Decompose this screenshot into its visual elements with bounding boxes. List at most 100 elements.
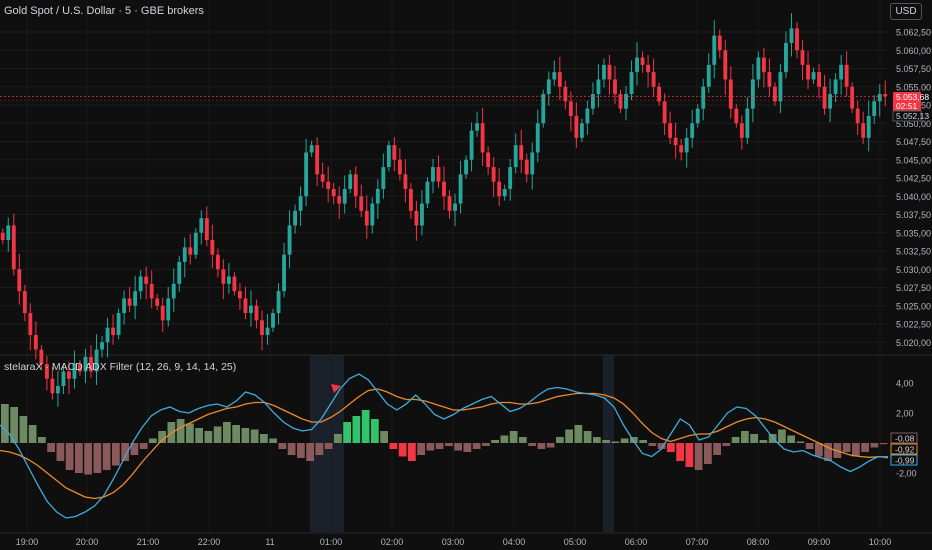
- candle-body: [353, 174, 358, 197]
- candle-body: [618, 94, 623, 109]
- time-axis-tick-label: 05:00: [564, 537, 587, 547]
- candle-body: [100, 342, 104, 350]
- macd-histogram-bar: [852, 443, 860, 457]
- candle-body: [127, 298, 132, 306]
- macd-histogram-bar: [417, 443, 425, 455]
- macd-histogram-bar: [241, 428, 250, 443]
- candle-body: [72, 364, 77, 379]
- countdown-label: 02:51: [896, 101, 918, 111]
- macd-histogram-bar: [722, 443, 731, 446]
- candle-body: [613, 79, 617, 95]
- candle-body: [530, 152, 535, 175]
- candle-body: [386, 145, 391, 168]
- macd-histogram-bar: [47, 443, 55, 452]
- candle-body: [249, 305, 253, 314]
- candle-body: [397, 159, 402, 175]
- time-axis-tick-label: 22:00: [198, 537, 221, 547]
- candle-body: [590, 94, 595, 109]
- candle-body: [144, 276, 149, 284]
- macd-histogram-bar: [491, 440, 499, 443]
- macd-histogram-bar: [463, 443, 472, 452]
- price-axis-tick-label: 5.020,00: [896, 338, 931, 348]
- candle-body: [359, 196, 364, 211]
- last-price-label: 5.053,68: [896, 92, 929, 102]
- candle-body: [861, 123, 866, 138]
- macd-histogram-bar: [250, 429, 259, 443]
- candle-body: [50, 378, 55, 394]
- candle-body: [635, 57, 639, 73]
- candle-body: [866, 115, 871, 138]
- candle-body: [364, 210, 369, 226]
- candle-body: [773, 86, 777, 102]
- price-axis-tick-label: 5.022,50: [896, 320, 931, 330]
- candle-body: [767, 72, 772, 87]
- macd-histogram-bar: [260, 434, 268, 443]
- price-axis-tick-label: 5.025,00: [896, 301, 931, 311]
- macd-histogram-bar: [306, 443, 314, 461]
- macd-histogram-bar: [639, 440, 647, 443]
- candle-body: [271, 313, 275, 328]
- candle-body: [243, 298, 248, 314]
- macd-histogram-bar: [149, 438, 157, 443]
- candle-body: [177, 261, 182, 284]
- macd-histogram-bar: [667, 443, 675, 452]
- candle-body: [166, 298, 171, 321]
- macd-histogram-bar: [842, 443, 851, 452]
- macd-histogram-bar: [10, 407, 18, 443]
- candle-body: [431, 167, 435, 182]
- macd-histogram-bar: [704, 443, 712, 464]
- indicator-axis-tick-label: 2,00: [896, 409, 914, 419]
- macd-histogram-bar: [565, 429, 573, 443]
- candle-body: [392, 145, 397, 160]
- time-axis-tick-label: 06:00: [625, 537, 648, 547]
- candle-body: [651, 72, 656, 87]
- candle-body: [375, 188, 380, 204]
- candle-body: [221, 269, 226, 284]
- candle-body: [535, 123, 540, 153]
- candle-body: [276, 291, 281, 314]
- time-axis-tick-label: 19:00: [16, 537, 39, 547]
- currency-selector[interactable]: USD: [890, 3, 922, 20]
- macd-histogram-bar: [204, 431, 213, 443]
- candle-body: [800, 50, 805, 65]
- macd-histogram-bar: [213, 426, 222, 443]
- candle-body: [193, 232, 198, 255]
- macd-histogram-bar: [297, 443, 305, 458]
- macd-histogram-bar: [1, 404, 9, 443]
- macd-histogram-bar: [371, 419, 379, 443]
- price-axis-tick-label: 5.037,50: [896, 210, 931, 220]
- second-price-label: 5.052,13: [896, 111, 929, 121]
- macd-histogram-bar: [454, 443, 462, 451]
- candle-body: [11, 225, 16, 270]
- candle-body: [17, 269, 22, 292]
- candle-body: [116, 313, 121, 335]
- candle-body: [761, 57, 766, 73]
- time-axis-tick-label: 10:00: [869, 537, 892, 547]
- macd-histogram-bar: [870, 443, 879, 448]
- candle-body: [646, 64, 651, 73]
- macd-histogram-bar: [380, 431, 388, 443]
- macd-histogram-bar: [778, 429, 786, 443]
- macd-histogram-bar: [195, 428, 203, 443]
- candle-body: [657, 86, 662, 102]
- macd-histogram-bar: [824, 443, 832, 461]
- last-price-badge: [893, 92, 921, 111]
- candle-body: [204, 218, 209, 241]
- candle-body: [579, 123, 584, 138]
- candle-body: [6, 225, 11, 241]
- candle-body: [122, 298, 127, 314]
- symbol-title: Gold Spot / U.S. Dollar · 5 · GBE broker…: [4, 5, 204, 17]
- candle-body: [138, 276, 143, 292]
- candle-body: [662, 101, 667, 124]
- macd-histogram-bar: [583, 431, 592, 443]
- candle-body: [298, 196, 303, 211]
- candle-body: [453, 203, 457, 211]
- time-axis-tick-label: 20:00: [76, 537, 99, 547]
- candle-body: [425, 181, 430, 204]
- macd-histogram-bar: [879, 443, 888, 445]
- price-axis-tick-label: 5.030,00: [896, 265, 931, 275]
- candle-body: [828, 94, 833, 109]
- candle-body: [513, 145, 518, 168]
- candle-body: [254, 305, 259, 321]
